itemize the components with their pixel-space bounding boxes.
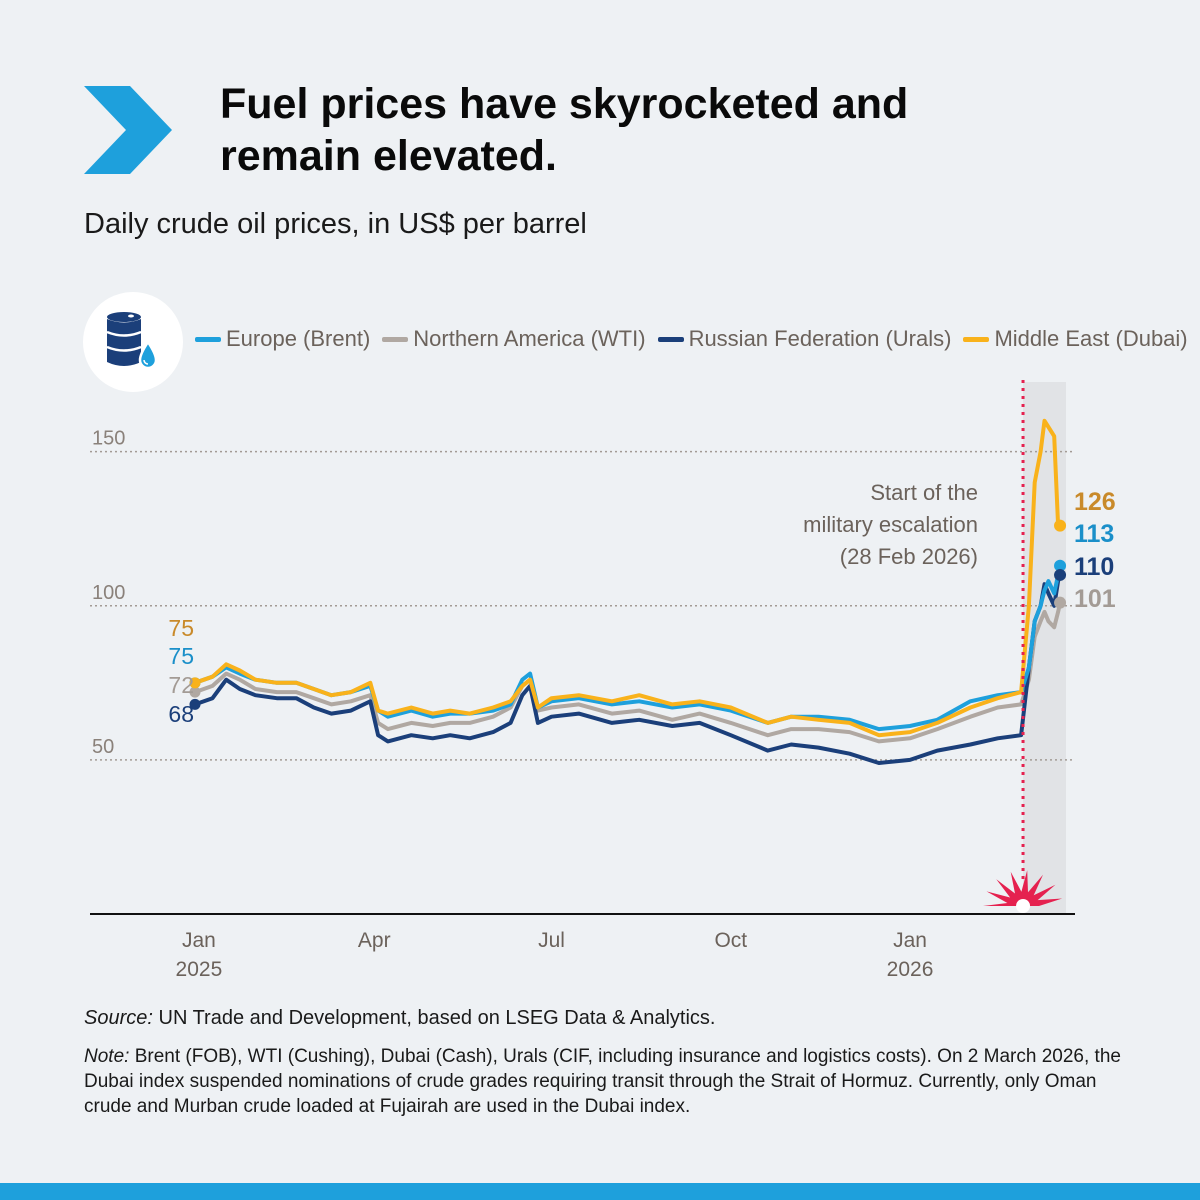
source-label: Source: — [84, 1007, 153, 1029]
legend-item-wti: Northern America (WTI) — [382, 326, 646, 352]
annotation-line-1: Start of the — [870, 480, 978, 505]
source-note: Source: UN Trade and Development, based … — [84, 1007, 1144, 1030]
end-dot-dubai — [1054, 519, 1067, 532]
start-dot-urals — [189, 698, 201, 710]
start-label-wti: 72 — [168, 672, 194, 698]
bottom-accent-bar — [0, 1183, 1200, 1200]
end-dot-brent — [1054, 559, 1067, 572]
start-label-dubai: 75 — [168, 615, 194, 641]
note-label: Note: — [84, 1046, 130, 1067]
legend-item-dubai: Middle East (Dubai) — [963, 326, 1188, 352]
annotation-line-3: (28 Feb 2026) — [840, 544, 978, 569]
source-text: UN Trade and Development, based on LSEG … — [152, 1007, 716, 1029]
end-label-urals: 110 — [1074, 553, 1114, 581]
start-dot-dubai — [189, 677, 201, 689]
x-tick-sublabel-4: 2026 — [887, 958, 934, 981]
end-label-brent: 113 — [1074, 520, 1114, 548]
note-text: Brent (FOB), WTI (Cushing), Dubai (Cash)… — [84, 1046, 1121, 1117]
x-tick-label-1: Apr — [358, 929, 391, 952]
start-dot-wti — [189, 686, 201, 698]
legend-swatch-urals — [657, 336, 684, 342]
barrel-badge — [83, 292, 183, 392]
series-line-brent — [193, 563, 1063, 732]
legend-label-brent: Europe (Brent) — [226, 326, 371, 351]
start-label-urals: 68 — [168, 701, 194, 727]
legend-swatch-dubai — [963, 336, 990, 342]
legend-swatch-wti — [382, 336, 409, 342]
annotation-line-2: military escalation — [803, 512, 978, 537]
x-tick-label-4: Jan — [893, 929, 927, 952]
legend-label-urals: Russian Federation (Urals) — [688, 326, 952, 351]
end-dot-wti — [1054, 596, 1067, 609]
legend-item-urals: Russian Federation (Urals) — [657, 326, 952, 352]
series-line-urals — [193, 572, 1063, 765]
title-line-2: remain elevated. — [220, 132, 558, 180]
x-tick-sublabel-0: 2025 — [176, 958, 223, 981]
x-tick-label-0: Jan — [182, 929, 216, 952]
chart-legend: Europe (Brent) Northern America (WTI) Ru… — [195, 324, 1200, 354]
page-title: Fuel prices have skyrocketed and remain … — [220, 78, 1120, 182]
title-line-1: Fuel prices have skyrocketed and — [220, 80, 909, 128]
oil-barrel-icon — [106, 312, 158, 370]
legend-swatch-brent — [195, 336, 221, 342]
end-dot-urals — [1054, 568, 1067, 581]
x-tick-label-3: Oct — [714, 929, 747, 952]
explosion-core — [1016, 899, 1031, 913]
footnote: Note: Brent (FOB), WTI (Cushing), Dubai … — [84, 1044, 1144, 1119]
legend-label-wti: Northern America (WTI) — [413, 326, 646, 351]
end-label-wti: 101 — [1074, 585, 1116, 613]
start-label-brent: 75 — [168, 643, 194, 669]
end-label-dubai: 126 — [1074, 488, 1116, 516]
chart-subtitle: Daily crude oil prices, in US$ per barre… — [84, 208, 587, 240]
legend-item-brent: Europe (Brent) — [195, 326, 370, 352]
legend-label-dubai: Middle East (Dubai) — [994, 326, 1188, 351]
series-line-dubai — [193, 418, 1063, 738]
y-tick-label-50: 50 — [92, 736, 114, 758]
y-tick-label-100: 100 — [92, 582, 125, 604]
x-tick-label-2: Jul — [538, 929, 565, 952]
explosion-icon — [983, 870, 1063, 906]
y-tick-label-150: 150 — [92, 428, 125, 450]
chevron-right-icon — [84, 86, 172, 174]
